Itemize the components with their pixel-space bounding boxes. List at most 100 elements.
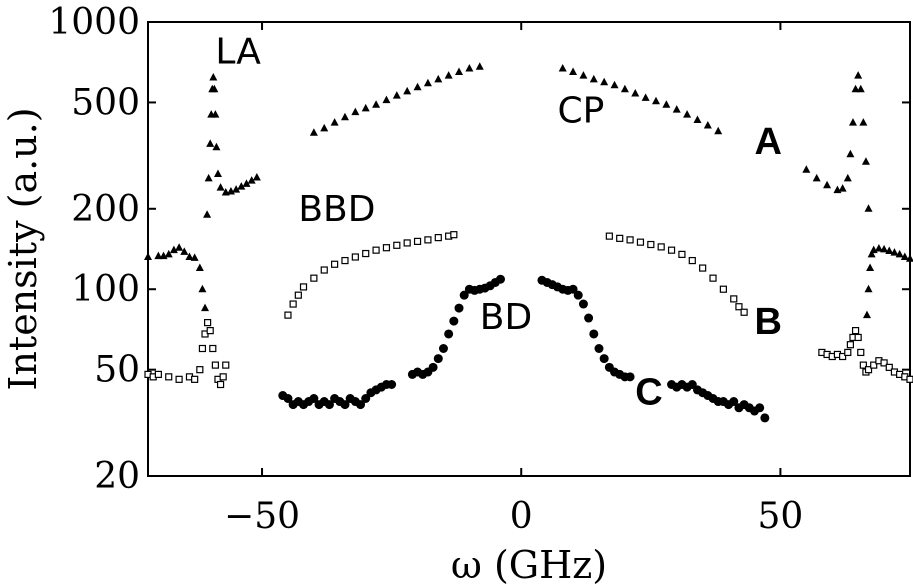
data-point-square	[424, 236, 432, 244]
data-point-dot	[454, 303, 464, 313]
data-point-square	[885, 363, 893, 371]
data-point-square	[382, 244, 391, 252]
data-point-triangle	[569, 67, 578, 75]
data-point-dot	[309, 393, 319, 403]
x-axis-label: ω (GHz)	[451, 543, 607, 584]
data-point-square	[657, 243, 665, 251]
data-point-square	[294, 291, 302, 299]
data-point-square	[616, 234, 624, 242]
data-point-dot	[568, 284, 578, 294]
data-point-dot	[283, 393, 293, 403]
data-point-square	[735, 303, 743, 311]
data-point-dot	[495, 274, 505, 284]
data-point-triangle	[252, 172, 261, 181]
data-point-triangle	[880, 244, 889, 253]
data-point-square	[320, 266, 328, 274]
data-point-dot	[361, 393, 371, 403]
data-point-dot	[599, 354, 609, 364]
y-tick-label: 200	[71, 189, 140, 230]
data-point-dot	[444, 329, 454, 339]
data-point-triangle	[216, 183, 225, 191]
data-point-triangle	[372, 100, 381, 108]
data-point-triangle	[895, 249, 904, 258]
data-point-dot	[760, 413, 770, 423]
data-point-triangle	[900, 252, 909, 261]
data-point-triangle	[330, 118, 339, 126]
data-point-triangle	[351, 107, 360, 116]
data-point-triangle	[867, 249, 876, 258]
data-point-triangle	[610, 80, 619, 89]
data-point-triangle	[859, 118, 868, 126]
x-tick-label: −50	[224, 496, 300, 537]
y-tick-label: 1000	[48, 2, 140, 43]
annotation-bbd: BBD	[298, 189, 375, 230]
data-point-square	[154, 370, 162, 378]
data-point-square	[289, 300, 297, 308]
data-point-triangle	[866, 263, 875, 272]
x-tick-label: 0	[510, 496, 533, 537]
data-point-square	[678, 250, 686, 258]
data-point-square	[219, 373, 227, 381]
data-point-triangle	[201, 303, 210, 312]
data-point-triangle	[802, 165, 811, 173]
annotation-a: A	[754, 121, 781, 163]
data-point-square	[372, 246, 380, 254]
data-point-triangle	[309, 128, 318, 136]
y-tick-label: 500	[71, 82, 140, 123]
data-point-square	[450, 231, 458, 239]
data-point-dot	[387, 379, 397, 389]
data-point-triangle	[652, 96, 660, 105]
data-point-square	[204, 319, 212, 327]
data-point-square	[636, 238, 645, 246]
data-point-triangle	[693, 115, 702, 123]
data-point-dot	[755, 403, 765, 413]
data-point-square	[844, 348, 852, 357]
data-point-dot	[356, 400, 366, 410]
data-point-triangle	[579, 71, 588, 79]
data-point-triangle	[434, 74, 443, 83]
data-point-triangle	[672, 105, 681, 113]
data-point-triangle	[465, 63, 474, 72]
data-point-dot	[428, 362, 438, 372]
data-point-triangle	[154, 251, 163, 260]
data-point-triangle	[361, 103, 370, 112]
data-point-square	[222, 361, 230, 369]
data-point-dot	[340, 400, 350, 410]
data-point-triangle	[209, 72, 218, 81]
data-point-triangle	[856, 84, 865, 93]
data-point-triangle	[600, 77, 609, 86]
data-point-square	[906, 375, 913, 383]
annotation-c: C	[635, 372, 662, 414]
data-point-triangle	[247, 176, 256, 184]
data-point-triangle	[413, 82, 422, 91]
data-point-square	[413, 237, 422, 245]
data-point-triangle	[242, 179, 251, 187]
data-point-square	[740, 308, 748, 316]
data-point-square	[209, 344, 217, 353]
data-point-triangle	[164, 249, 173, 258]
data-point-triangle	[823, 180, 832, 189]
data-point-triangle	[851, 84, 860, 93]
data-point-square	[846, 341, 854, 349]
data-point-dot	[438, 344, 448, 354]
data-point-triangle	[662, 100, 671, 108]
y-tick-label: 50	[94, 350, 140, 391]
data-point-square	[393, 241, 401, 249]
annotation-bd: BD	[480, 297, 532, 338]
data-point-dot	[573, 290, 583, 300]
data-point-triangle	[340, 112, 349, 121]
data-point-triangle	[180, 247, 189, 255]
data-point-triangle	[403, 86, 412, 95]
data-point-triangle	[854, 71, 863, 79]
data-point-triangle	[874, 244, 883, 252]
data-point-square	[839, 352, 847, 361]
data-point-square	[851, 327, 860, 335]
axis-ticks: −50 0 50 20 50 100 200 500 1000	[48, 2, 910, 537]
data-point-triangle	[423, 78, 432, 87]
data-point-triangle	[862, 310, 871, 319]
data-point-dot	[459, 290, 469, 300]
data-point-triangle	[861, 157, 870, 165]
data-point-triangle	[714, 126, 723, 135]
data-point-dot	[589, 329, 599, 339]
data-point-triangle	[812, 173, 821, 182]
